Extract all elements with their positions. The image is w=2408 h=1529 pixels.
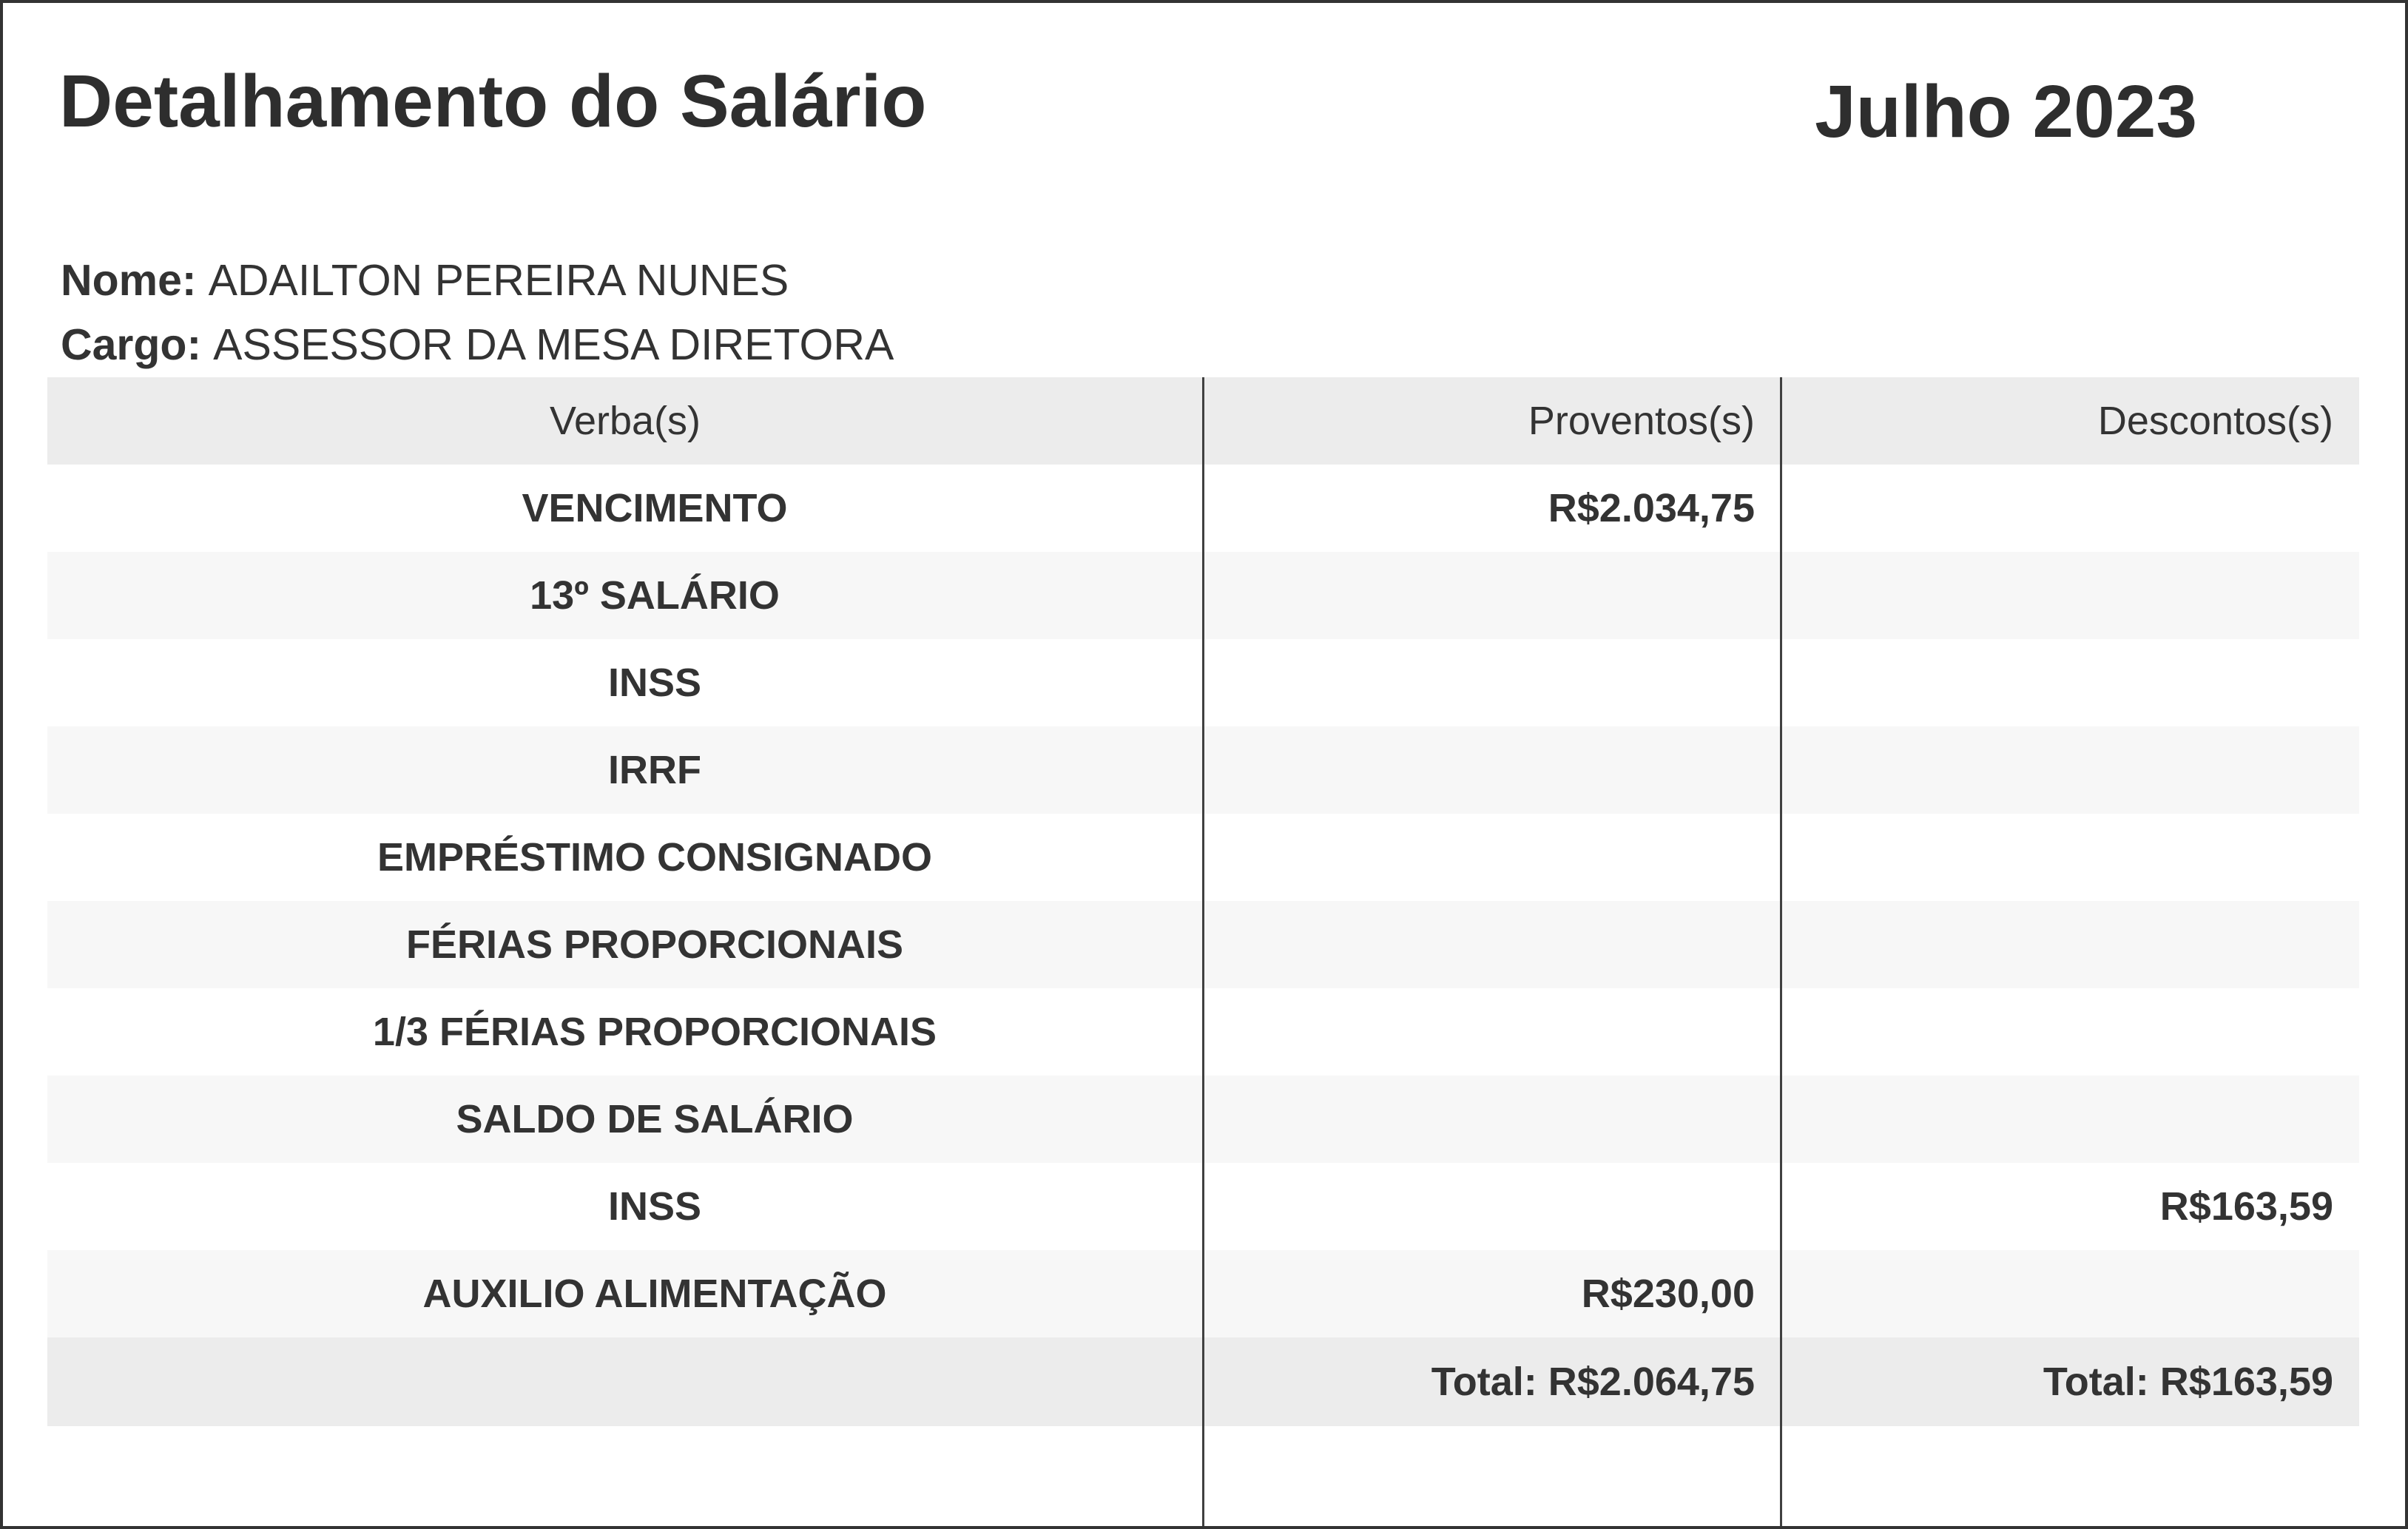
- column-divider-1: [1202, 377, 1204, 1526]
- descontos-cell: [1781, 1076, 2359, 1163]
- role-label: Cargo:: [61, 320, 202, 369]
- column-header-descontos: Descontos(s): [2097, 399, 2333, 443]
- verba-cell: AUXILIO ALIMENTAÇÃO: [422, 1272, 887, 1316]
- totals-descontos: Total: R$163,59: [2043, 1360, 2333, 1404]
- descontos-cell: [1781, 552, 2359, 639]
- employee-role-line: Cargo: ASSESSOR DA MESA DIRETORA: [61, 313, 2405, 377]
- descontos-cell: R$163,59: [2159, 1184, 2333, 1229]
- verba-cell: IRRF: [608, 748, 701, 792]
- employee-name-line: Nome: ADAILTON PEREIRA NUNES: [61, 249, 2405, 313]
- period-label: Julho 2023: [1815, 70, 2197, 153]
- verba-cell: VENCIMENTO: [522, 486, 788, 530]
- proventos-cell: [1203, 1076, 1781, 1163]
- proventos-cell: [1203, 639, 1781, 726]
- totals-proventos: Total: R$2.064,75: [1431, 1360, 1755, 1404]
- column-header-proventos: Proventos(s): [1528, 399, 1755, 443]
- proventos-cell: [1203, 1163, 1781, 1250]
- proventos-cell: [1203, 814, 1781, 901]
- verba-cell: INSS: [607, 661, 702, 705]
- descontos-cell: [1781, 814, 2359, 901]
- verba-cell: INSS: [607, 1184, 702, 1229]
- page-title: Detalhamento do Salário: [59, 60, 927, 143]
- descontos-cell: [1781, 1250, 2359, 1337]
- descontos-cell: [1781, 726, 2359, 814]
- verba-cell: 13º SALÁRIO: [530, 573, 780, 618]
- verba-cell: EMPRÉSTIMO CONSIGNADO: [377, 835, 933, 880]
- proventos-cell: R$2.034,75: [1548, 486, 1755, 530]
- verba-cell: SALDO DE SALÁRIO: [456, 1097, 854, 1141]
- totals-empty-cell: [47, 1337, 1203, 1426]
- role-value: ASSESSOR DA MESA DIRETORA: [213, 320, 894, 369]
- name-label: Nome:: [61, 256, 197, 305]
- proventos-cell: R$230,00: [1581, 1272, 1755, 1316]
- descontos-cell: [1781, 639, 2359, 726]
- proventos-cell: [1203, 901, 1781, 988]
- verba-cell: 1/3 FÉRIAS PROPORCIONAIS: [372, 1010, 937, 1054]
- column-divider-2: [1780, 377, 1782, 1526]
- employee-info: Nome: ADAILTON PEREIRA NUNES Cargo: ASSESS…: [61, 249, 2405, 377]
- descontos-cell: [1781, 988, 2359, 1076]
- verba-cell: FÉRIAS PROPORCIONAIS: [405, 922, 904, 967]
- proventos-cell: [1203, 552, 1781, 639]
- salary-table: Verba(s) Proventos(s) Descontos(s) VENCI…: [47, 377, 2359, 1526]
- proventos-cell: [1203, 726, 1781, 814]
- page-header: Detalhamento do Salário Julho 2023: [3, 3, 2405, 149]
- descontos-cell: [1781, 465, 2359, 552]
- column-header-verba: Verba(s): [549, 399, 701, 443]
- descontos-cell: [1781, 901, 2359, 988]
- name-value: ADAILTON PEREIRA NUNES: [208, 256, 789, 305]
- proventos-cell: [1203, 988, 1781, 1076]
